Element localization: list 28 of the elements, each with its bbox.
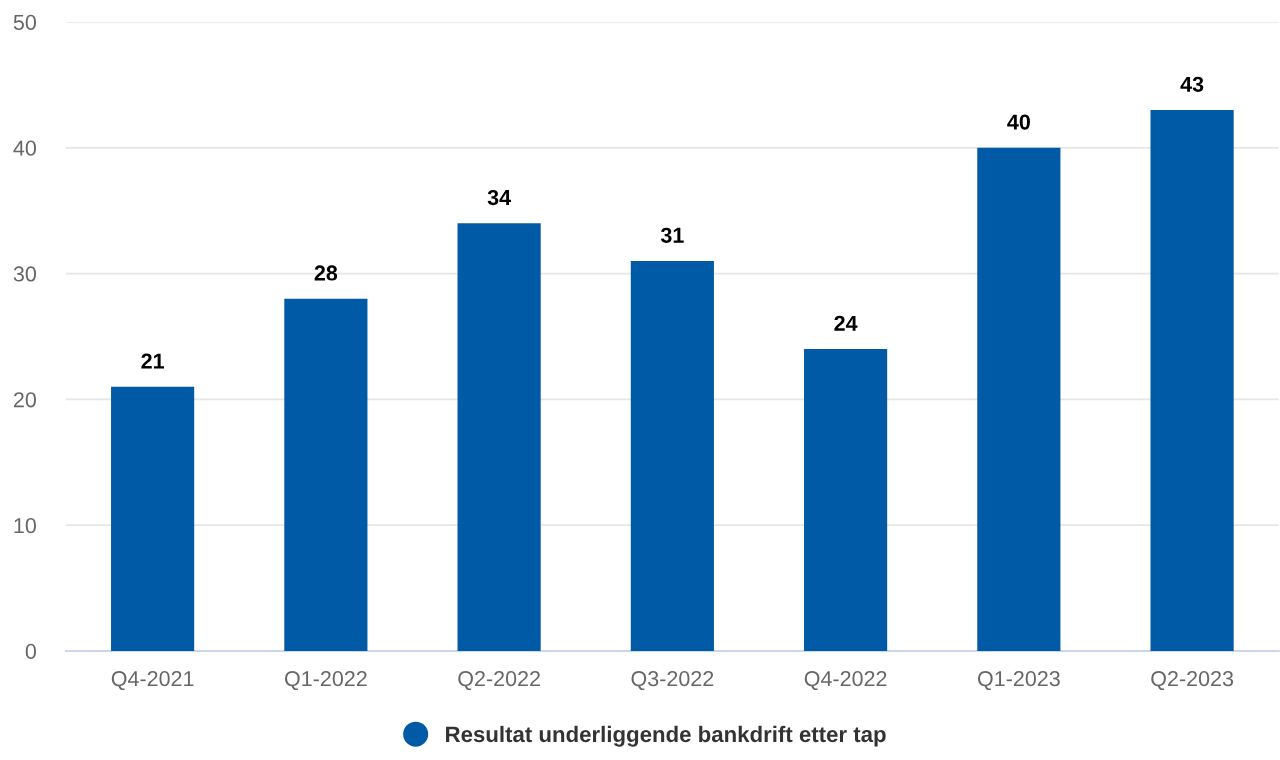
data-label: 43 xyxy=(1180,76,1204,92)
data-label: 28 xyxy=(314,265,338,281)
x-tick-label: Q3-2022 xyxy=(631,671,714,691)
bar xyxy=(1150,110,1234,651)
bar xyxy=(630,261,714,651)
bar xyxy=(804,349,888,651)
data-label: 40 xyxy=(1007,114,1030,130)
bar xyxy=(284,298,368,651)
data-label: 21 xyxy=(141,353,164,369)
data-label: 24 xyxy=(834,315,858,331)
y-tick-label: 40 xyxy=(13,140,36,156)
y-tick-label: 20 xyxy=(13,392,36,408)
x-tick-label: Q4-2022 xyxy=(804,671,887,691)
data-label: 34 xyxy=(487,189,511,206)
x-tick-label: Q1-2023 xyxy=(977,671,1060,691)
bar xyxy=(457,223,541,651)
x-tick-label: Q2-2023 xyxy=(1151,671,1234,691)
y-tick-label: 30 xyxy=(13,266,36,282)
y-tick-label: 50 xyxy=(13,14,36,31)
y-tick-label: 0 xyxy=(25,643,36,660)
y-tick-label: 10 xyxy=(14,517,36,534)
bar xyxy=(111,386,195,651)
bar xyxy=(977,147,1061,651)
x-tick-label: Q2-2022 xyxy=(458,671,540,691)
x-tick-label: Q4-2021 xyxy=(111,671,194,691)
x-tick-label: Q1-2022 xyxy=(285,671,367,691)
data-label: 31 xyxy=(660,227,684,243)
legend-label: Resultat underliggende bankdrift etter tap xyxy=(446,725,886,747)
